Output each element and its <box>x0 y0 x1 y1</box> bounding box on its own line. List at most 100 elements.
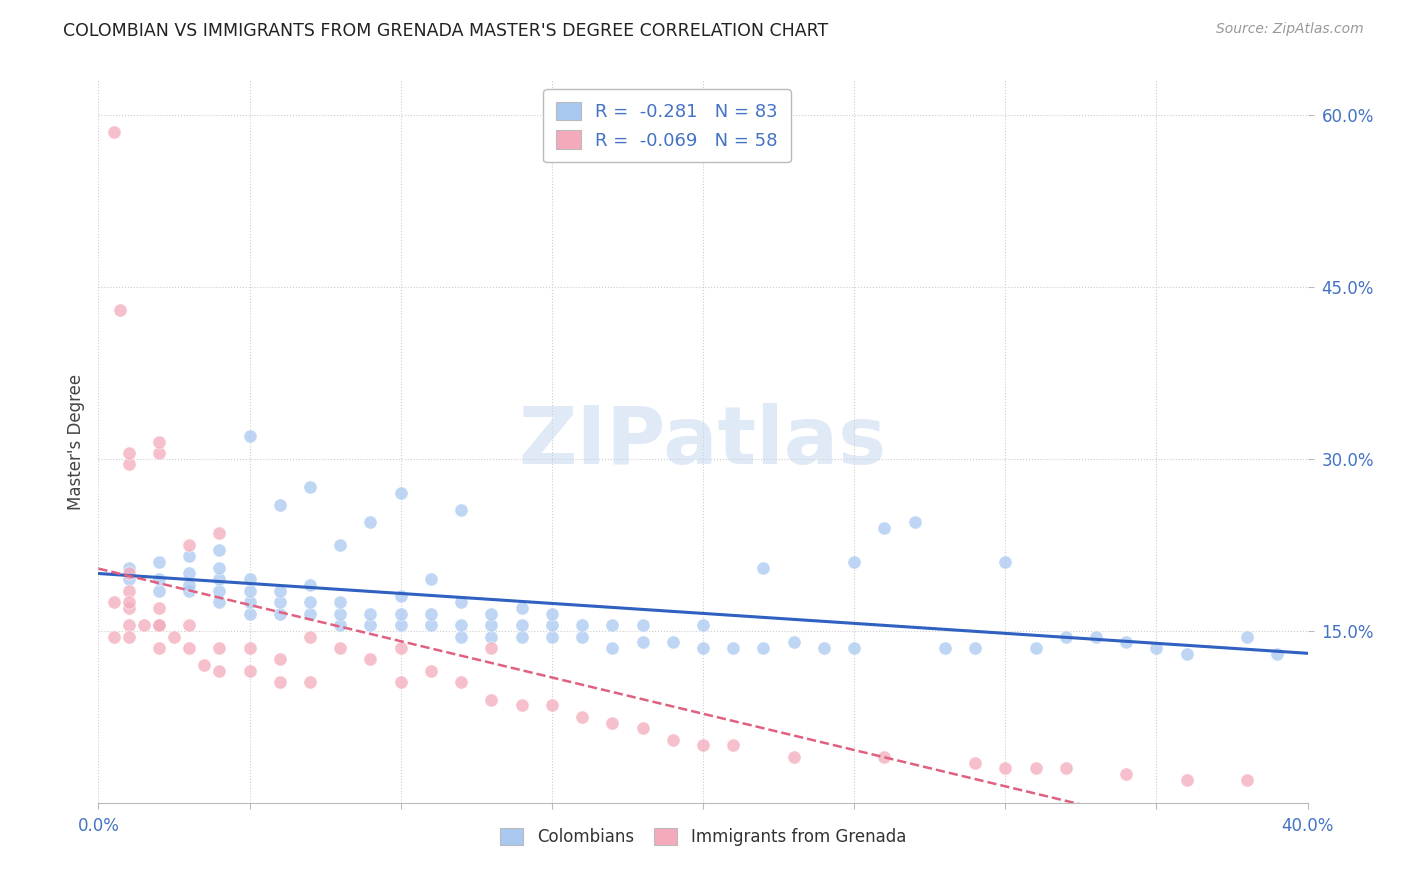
Point <box>148 618 170 632</box>
Point <box>602 618 624 632</box>
Point <box>360 652 382 666</box>
Point <box>239 429 262 443</box>
Point <box>118 595 141 609</box>
Point <box>1024 640 1046 655</box>
Legend: Colombians, Immigrants from Grenada: Colombians, Immigrants from Grenada <box>491 818 915 856</box>
Point <box>389 640 412 655</box>
Point <box>208 526 231 541</box>
Point <box>571 630 593 644</box>
Point <box>420 572 443 586</box>
Point <box>813 640 835 655</box>
Point <box>1054 630 1077 644</box>
Point <box>179 566 201 581</box>
Point <box>571 710 593 724</box>
Y-axis label: Master's Degree: Master's Degree <box>66 374 84 509</box>
Point <box>208 595 231 609</box>
Point <box>208 583 231 598</box>
Point <box>1267 647 1289 661</box>
Point <box>450 630 472 644</box>
Point <box>299 607 322 621</box>
Point <box>783 750 806 764</box>
Point <box>1175 772 1198 787</box>
Point <box>118 458 141 472</box>
Point <box>994 555 1017 569</box>
Point <box>360 515 382 529</box>
Point <box>329 618 352 632</box>
Point <box>1024 761 1046 775</box>
Point <box>103 630 125 644</box>
Point <box>965 640 987 655</box>
Point <box>148 446 170 460</box>
Point <box>481 618 503 632</box>
Point <box>208 543 231 558</box>
Point <box>692 618 714 632</box>
Point <box>299 595 322 609</box>
Point <box>208 664 231 678</box>
Point <box>450 618 472 632</box>
Point <box>148 583 170 598</box>
Point <box>179 538 201 552</box>
Point <box>239 607 262 621</box>
Point <box>103 595 125 609</box>
Point <box>481 640 503 655</box>
Point <box>631 618 654 632</box>
Point <box>148 572 170 586</box>
Point <box>965 756 987 770</box>
Point <box>1054 761 1077 775</box>
Point <box>904 515 927 529</box>
Point <box>692 739 714 753</box>
Point <box>132 618 155 632</box>
Point <box>602 715 624 730</box>
Point <box>118 572 141 586</box>
Point <box>1085 630 1108 644</box>
Point <box>239 572 262 586</box>
Point <box>481 630 503 644</box>
Point <box>179 549 201 564</box>
Point <box>752 640 775 655</box>
Point <box>723 739 745 753</box>
Point <box>510 630 533 644</box>
Point <box>783 635 806 649</box>
Point <box>934 640 956 655</box>
Point <box>631 721 654 735</box>
Point <box>239 595 262 609</box>
Point <box>179 640 201 655</box>
Point <box>1115 767 1137 781</box>
Point <box>510 698 533 713</box>
Point <box>360 607 382 621</box>
Point <box>540 630 562 644</box>
Point <box>692 640 714 655</box>
Point <box>118 560 141 574</box>
Point <box>389 675 412 690</box>
Point <box>118 630 141 644</box>
Point <box>299 630 322 644</box>
Point <box>269 595 291 609</box>
Point <box>450 503 472 517</box>
Point <box>118 618 141 632</box>
Point <box>510 618 533 632</box>
Text: Source: ZipAtlas.com: Source: ZipAtlas.com <box>1216 22 1364 37</box>
Point <box>148 555 170 569</box>
Point <box>269 652 291 666</box>
Point <box>420 618 443 632</box>
Point <box>481 692 503 706</box>
Point <box>118 583 141 598</box>
Point <box>269 607 291 621</box>
Point <box>179 583 201 598</box>
Point <box>844 640 866 655</box>
Point <box>510 600 533 615</box>
Point <box>420 607 443 621</box>
Point <box>661 635 683 649</box>
Point <box>540 618 562 632</box>
Point <box>299 675 322 690</box>
Point <box>148 434 170 449</box>
Point <box>844 555 866 569</box>
Point <box>420 664 443 678</box>
Point <box>208 560 231 574</box>
Point <box>873 520 896 534</box>
Point <box>389 590 412 604</box>
Point <box>299 578 322 592</box>
Point <box>329 640 352 655</box>
Point <box>148 600 170 615</box>
Point <box>108 302 131 317</box>
